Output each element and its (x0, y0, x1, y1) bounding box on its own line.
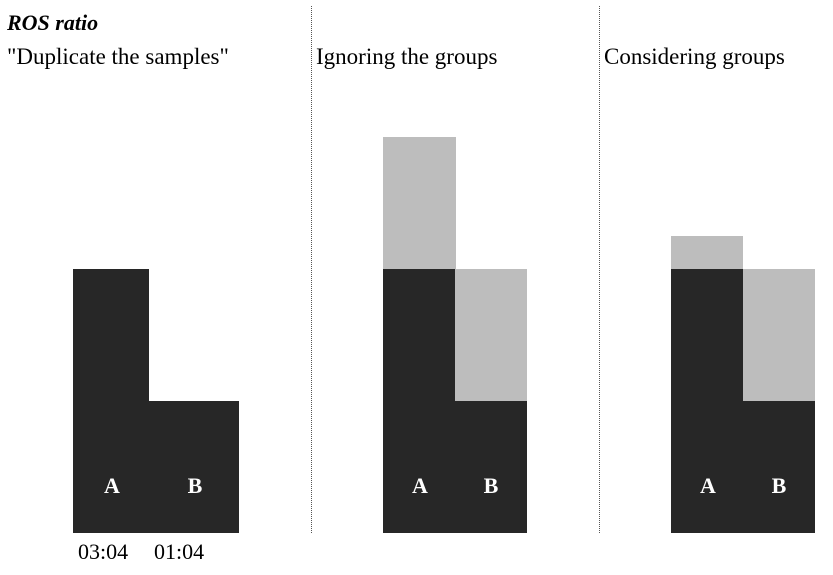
diagram-title: ROS ratio (7, 10, 99, 35)
bar-b-duplicated (743, 269, 815, 401)
panel-heading: Ignoring the groups (316, 44, 498, 69)
bar-label-b: B (771, 473, 787, 498)
bar-a-duplicated (383, 137, 456, 269)
bar-label-a: A (412, 473, 428, 498)
bar-label-b: B (483, 473, 499, 498)
bar-label-a: A (104, 473, 120, 498)
panel-divider-1 (311, 6, 312, 533)
bar-b-duplicated (455, 269, 527, 401)
panel-heading: Considering groups (604, 44, 785, 69)
bar-b-original (455, 401, 527, 533)
bar-a-original (671, 269, 743, 533)
panel-divider-2 (599, 6, 600, 533)
bar-b-original (149, 401, 239, 533)
bar-a-duplicated (671, 236, 743, 269)
panel-heading: "Duplicate the samples" (7, 44, 229, 69)
bar-a-original (73, 269, 149, 533)
bar-a-original (383, 269, 455, 533)
bar-label-b: B (187, 473, 203, 498)
ratio-label-b: 01:04 (154, 539, 205, 564)
bar-b-original (743, 401, 815, 533)
bar-label-a: A (700, 473, 716, 498)
ratio-label-a: 03:04 (78, 539, 129, 564)
